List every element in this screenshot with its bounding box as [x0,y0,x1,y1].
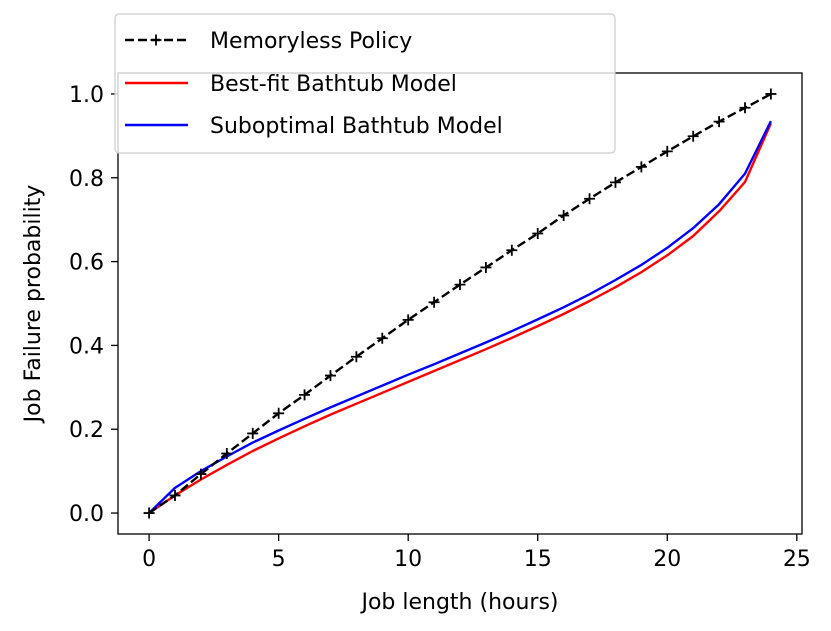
x-tick-label: 10 [394,547,422,572]
data-point-marker [635,161,647,173]
y-axis-ticks: 0.0 0.2 0.4 0.6 0.8 1.0 [69,83,118,527]
data-point-marker [687,130,699,142]
data-point-marker [195,468,207,480]
data-point-marker [713,116,725,128]
data-point-marker [765,88,777,100]
data-point-marker [273,407,285,419]
data-point-marker [532,228,544,240]
data-point-marker [584,193,596,205]
y-tick-label: 0.4 [69,334,104,359]
x-axis-ticks: 0 5 10 15 20 25 [142,534,811,572]
x-tick-label: 15 [524,547,552,572]
data-point-marker [169,489,181,501]
y-tick-label: 0.8 [69,167,104,192]
data-point-marker [428,296,440,308]
data-point-marker [506,244,518,256]
data-point-marker [143,507,155,519]
y-tick-label: 0.0 [69,502,104,527]
data-point-marker [480,261,492,273]
legend-box [114,13,616,154]
legend: Memoryless Policy Best-fit Bathtub Model S… [114,13,616,154]
data-point-marker [558,209,570,221]
legend-entry-label: Memoryless Policy [210,29,412,54]
series-layer [143,88,777,519]
y-tick-label: 0.6 [69,251,104,276]
data-point-marker [376,332,388,344]
series-best-fit-bathtub-model [148,122,772,514]
series-line [148,122,772,514]
series-line [148,120,772,514]
legend-marker [150,34,162,46]
x-tick-label: 25 [783,547,811,572]
series-memoryless-policy [143,88,777,519]
y-axis-label: Job Failure probability [21,185,46,425]
x-axis-label: Job length (hours) [359,590,558,615]
x-tick-label: 5 [272,547,286,572]
data-point-marker [324,370,336,382]
x-tick-label: 0 [142,547,156,572]
data-point-marker [739,102,751,114]
data-point-marker [299,389,311,401]
legend-entry-label: Best-fit Bathtub Model [210,72,457,97]
data-point-marker [454,279,466,291]
data-point-marker [221,448,233,460]
data-point-marker [247,427,259,439]
y-tick-label: 1.0 [69,83,104,108]
series-suboptimal-bathtub-model [148,120,772,514]
x-tick-label: 20 [653,547,681,572]
data-point-marker [350,351,362,363]
data-point-marker [661,145,673,157]
data-point-marker [609,176,621,188]
data-point-marker [402,314,414,326]
legend-entry-label: Suboptimal Bathtub Model [210,114,503,139]
y-tick-label: 0.2 [69,418,104,443]
